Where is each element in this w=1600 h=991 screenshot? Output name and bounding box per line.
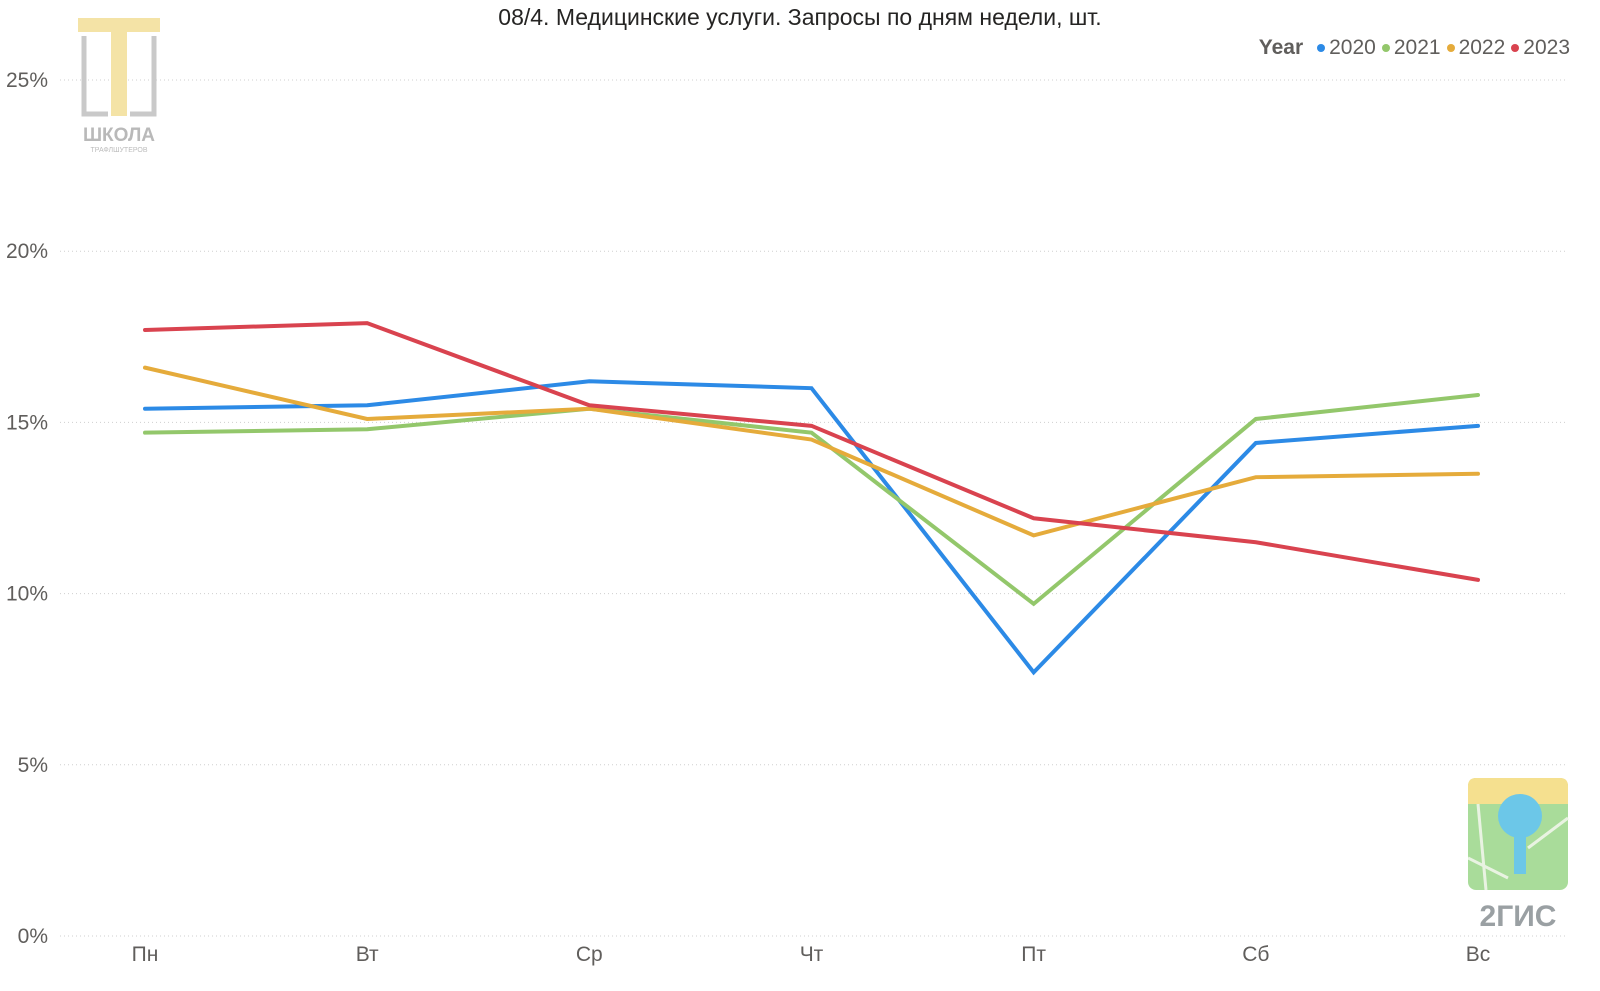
- legend-marker-2022: [1446, 44, 1455, 52]
- x-tick-label: Сб: [1242, 943, 1269, 966]
- x-tick-label: Чт: [800, 943, 824, 966]
- 2gis-logo-pin-stem: [1514, 834, 1526, 874]
- 2gis-logo: 2ГИС: [1468, 778, 1569, 933]
- legend-marker-2021: [1381, 44, 1390, 52]
- legend-item-2022[interactable]: 2022: [1446, 36, 1506, 60]
- y-tick-label: 5%: [18, 754, 48, 777]
- x-tick-label: Пн: [132, 943, 159, 966]
- school-logo-subtext: ТРАФЛШУТЕРОВ: [90, 147, 147, 154]
- x-tick-label: Вт: [356, 943, 379, 966]
- y-tick-label: 25%: [6, 69, 48, 92]
- gridlines: [60, 79, 1565, 937]
- y-tick-label: 10%: [6, 583, 48, 606]
- series-line-2020[interactable]: [143, 379, 1480, 676]
- legend-item-2021[interactable]: 2021: [1381, 36, 1441, 60]
- y-tick-label: 0%: [18, 925, 48, 948]
- x-tick-label: Вс: [1466, 943, 1491, 966]
- 2gis-logo-text: 2ГИС: [1480, 900, 1557, 933]
- legend-item-2023[interactable]: 2023: [1511, 36, 1570, 60]
- x-axis-tick-labels: Пн Вт Ср Чт Пт Сб Вс: [132, 943, 1491, 966]
- 2gis-logo-pin-head: [1498, 794, 1542, 838]
- y-axis-tick-labels: 0% 5% 10% 15% 20% 25%: [6, 69, 48, 948]
- legend-marker-2020: [1317, 44, 1326, 52]
- legend-label-2023: 2023: [1523, 36, 1570, 59]
- legend-marker-2023: [1511, 44, 1520, 52]
- legend-label-2020: 2020: [1329, 36, 1376, 59]
- legend-label-2022: 2022: [1458, 36, 1506, 59]
- y-tick-label: 15%: [6, 411, 48, 434]
- school-logo-text: ШКОЛА: [83, 125, 155, 146]
- x-tick-label: Ср: [576, 943, 603, 966]
- 2gis-logo-streets: [1468, 803, 1569, 891]
- chart-title: 08/4. Медицинские услуги. Запросы по дня…: [498, 4, 1102, 30]
- series-line-2022[interactable]: [143, 365, 1480, 538]
- series-line-2023[interactable]: [143, 321, 1480, 582]
- x-tick-label: Пт: [1021, 943, 1046, 966]
- series-lines: [143, 321, 1480, 676]
- legend-title: Year: [1258, 36, 1304, 59]
- y-tick-label: 20%: [6, 240, 48, 263]
- legend: Year 2020 2021 2022 2023: [1259, 36, 1570, 60]
- school-logo-stem: [111, 18, 127, 116]
- school-logo-bracket-right: [130, 36, 157, 117]
- series-line-2021[interactable]: [143, 393, 1480, 607]
- school-logo-bracket-left: [81, 36, 108, 117]
- school-logo: ШКОЛА ТРАФЛШУТЕРОВ: [78, 18, 160, 154]
- legend-label-2021: 2021: [1393, 36, 1441, 59]
- 2gis-logo-top-band: [1468, 778, 1568, 804]
- legend-item-2020[interactable]: 2020: [1317, 36, 1376, 60]
